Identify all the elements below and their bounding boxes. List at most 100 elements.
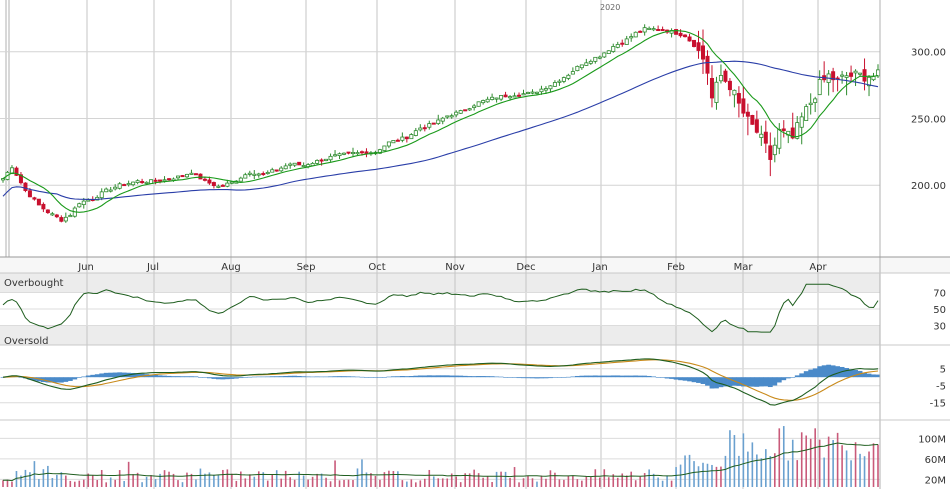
macd-histogram-bar <box>844 368 849 378</box>
macd-histogram-bar <box>278 376 284 378</box>
candle-body <box>86 199 91 202</box>
macd-histogram-bar <box>476 376 482 378</box>
volume-bar <box>688 454 691 487</box>
macd-histogram-bar <box>314 376 320 378</box>
volume-bar <box>222 469 224 487</box>
macd-histogram-bar <box>794 375 800 378</box>
volume-bar <box>73 481 76 487</box>
volume-bar <box>141 482 143 487</box>
candle-body <box>77 203 82 208</box>
macd-histogram-bar <box>292 375 298 378</box>
volume-panel <box>2 426 879 487</box>
candle-body <box>853 70 858 74</box>
volume-bar <box>554 472 556 487</box>
volume-bar <box>760 458 763 487</box>
macd-histogram-bar <box>821 365 827 378</box>
candle-body <box>36 198 41 206</box>
volume-bar <box>123 481 125 487</box>
candle-body <box>117 183 122 189</box>
month-label: Apr <box>809 262 827 273</box>
macd-histogram-bar <box>413 375 419 378</box>
macd-histogram-bar <box>108 372 114 378</box>
macd-histogram-bar <box>664 377 670 379</box>
macd-histogram-bar <box>121 372 127 378</box>
candle-body <box>355 152 360 155</box>
candle-body <box>454 111 459 116</box>
candle-body <box>359 151 364 154</box>
macd-histogram-bar <box>157 375 163 378</box>
volume-bar <box>661 480 664 487</box>
candle-body <box>436 119 441 125</box>
macd-histogram-bar <box>130 372 136 378</box>
volume-ma-line <box>2 442 879 482</box>
candle-body <box>705 55 710 74</box>
volume-bar <box>809 438 812 487</box>
candle-body <box>867 76 872 87</box>
volume-bar <box>473 469 475 487</box>
candle-body <box>238 177 243 182</box>
macd-histogram-bar <box>848 369 854 378</box>
candle-body <box>342 152 347 155</box>
volume-bar <box>397 471 399 487</box>
month-label: Jun <box>77 262 94 273</box>
candle-body <box>216 185 221 188</box>
candle-body <box>175 175 180 179</box>
volume-bar <box>316 473 318 487</box>
candle-body <box>32 197 37 200</box>
volume-bar <box>814 428 816 487</box>
candle-body <box>862 69 867 82</box>
candle-body <box>274 169 279 172</box>
candle-body <box>288 163 293 166</box>
candle-body <box>467 108 472 111</box>
macd-tick-label: -5 <box>936 382 946 393</box>
candle-body <box>261 173 266 176</box>
candle-body <box>763 131 768 144</box>
macd-histogram-bar <box>305 376 311 378</box>
volume-bar <box>859 453 861 487</box>
macd-histogram-bar <box>382 377 387 378</box>
candle-body <box>647 27 652 30</box>
candle-body <box>772 144 777 156</box>
volume-bar <box>581 480 583 487</box>
volume-bar <box>545 478 547 487</box>
candle-body <box>377 149 382 154</box>
volume-bar <box>738 455 740 487</box>
candle-body <box>350 152 355 155</box>
volume-bar <box>630 471 633 487</box>
volume-bar <box>791 439 794 487</box>
candle-body <box>759 133 764 138</box>
candle-body <box>844 75 849 78</box>
candle-body <box>68 215 73 218</box>
candle-body <box>575 65 580 72</box>
macd-histogram-bar <box>238 377 244 379</box>
macd-histogram-bar <box>727 377 733 387</box>
volume-bar <box>159 473 161 487</box>
oscillator-line <box>2 283 879 333</box>
ma-fast-line <box>2 30 879 213</box>
volume-bar <box>177 480 179 487</box>
macd-histogram-bar <box>45 377 51 383</box>
candle-body <box>615 44 620 48</box>
macd-histogram-bar <box>117 372 123 378</box>
overbought-band <box>0 273 880 293</box>
candle-body <box>391 140 396 144</box>
volume-bar <box>432 476 435 487</box>
macd-histogram-bar <box>458 375 464 378</box>
volume-bar <box>527 475 529 487</box>
volume-bar <box>576 479 579 487</box>
candle-body <box>526 91 531 94</box>
macd-histogram-bar <box>184 376 190 378</box>
volume-bar <box>450 473 453 487</box>
volume-bar <box>365 472 368 487</box>
candle-body <box>723 70 728 82</box>
macd-histogram-bar <box>359 376 365 378</box>
macd-histogram-bar <box>296 375 302 378</box>
price-panel-bg <box>0 0 880 257</box>
macd-histogram-bar <box>507 377 513 378</box>
volume-bar <box>186 472 188 487</box>
candle-body <box>122 184 127 187</box>
volume-bar <box>670 480 673 487</box>
candle-body <box>548 85 553 90</box>
macd-histogram-bar <box>871 374 876 378</box>
candle-body <box>727 80 732 91</box>
